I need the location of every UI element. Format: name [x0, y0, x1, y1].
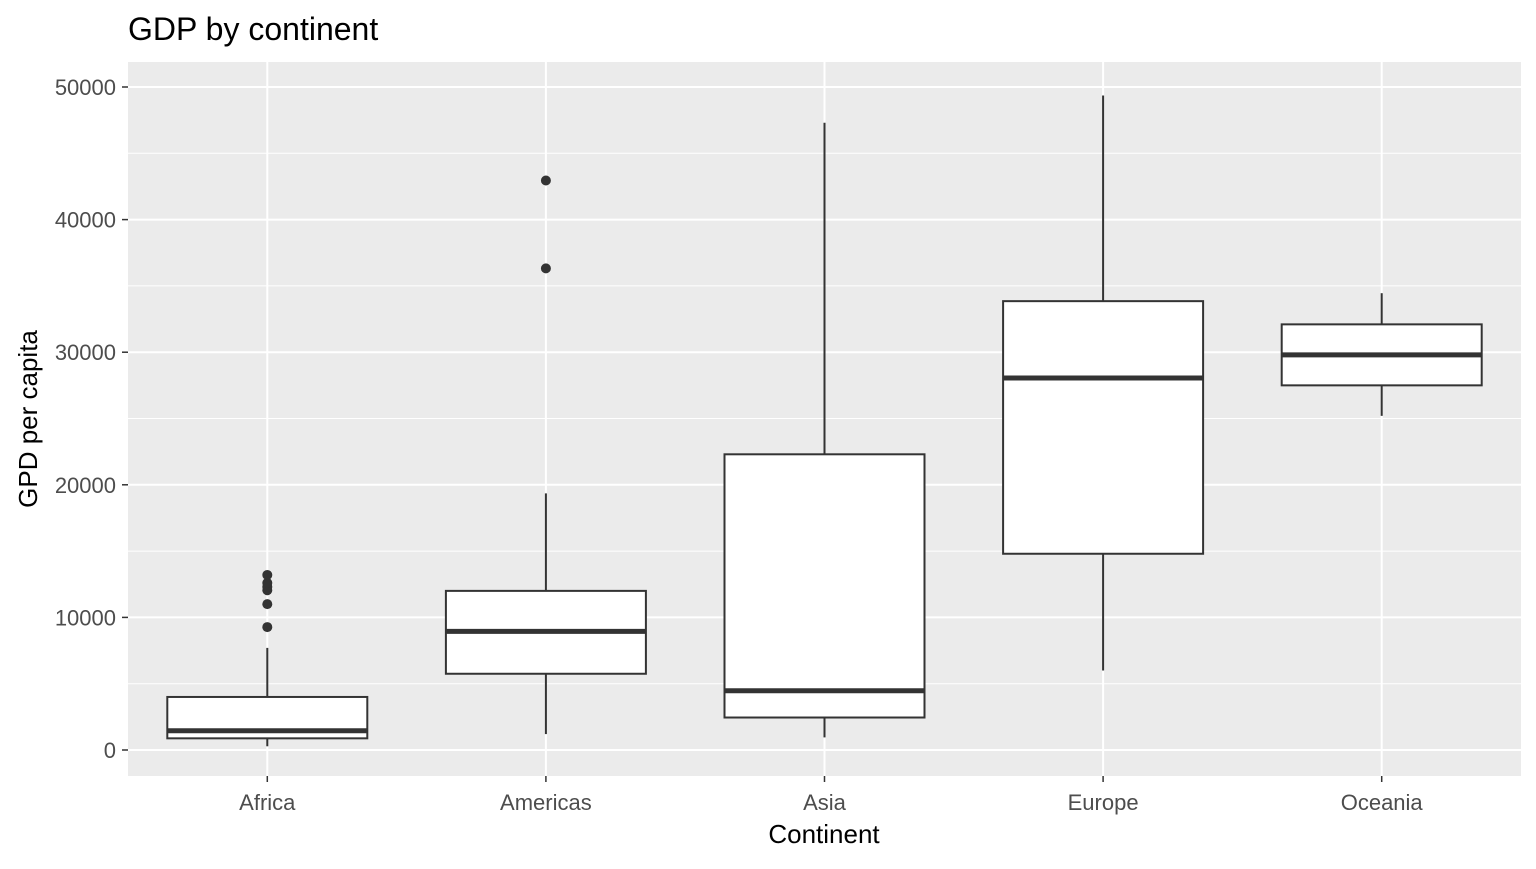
- y-tick-label: 30000: [55, 340, 116, 365]
- y-tick-label: 10000: [55, 605, 116, 630]
- y-tick-label: 0: [104, 738, 116, 763]
- box-americas: [444, 175, 647, 735]
- box-africa: [166, 569, 369, 747]
- chart-title: GDP by continent: [128, 11, 378, 47]
- x-axis-title: Continent: [768, 819, 880, 849]
- x-tick-label: Oceania: [1341, 790, 1424, 815]
- y-tick-label: 40000: [55, 208, 116, 233]
- iqr-box: [1002, 300, 1205, 555]
- outlier-point: [540, 263, 551, 274]
- y-axis-title: GPD per capita: [13, 330, 43, 508]
- box-europe: [1002, 95, 1205, 671]
- y-axis: 0 10000 20000 30000 40000 50000: [55, 75, 128, 763]
- outlier-point: [262, 569, 273, 580]
- y-tick-label: 50000: [55, 75, 116, 100]
- x-tick-label: Africa: [239, 790, 296, 815]
- outlier-point: [262, 622, 273, 633]
- x-axis: Africa Americas Asia Europe Oceania: [239, 776, 1423, 815]
- y-tick-label: 20000: [55, 473, 116, 498]
- iqr-box: [723, 453, 926, 719]
- outlier-point: [262, 577, 273, 588]
- boxes: [166, 95, 1483, 747]
- outlier-point: [262, 599, 273, 610]
- box-asia: [723, 122, 926, 738]
- outlier-point: [540, 175, 551, 186]
- box-oceania: [1280, 293, 1483, 416]
- x-tick-label: Europe: [1068, 790, 1139, 815]
- x-tick-label: Americas: [500, 790, 592, 815]
- x-tick-label: Asia: [803, 790, 847, 815]
